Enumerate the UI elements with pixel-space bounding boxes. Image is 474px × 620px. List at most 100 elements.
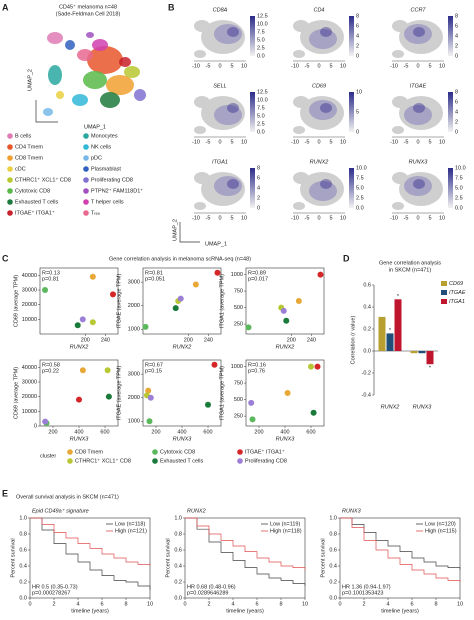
umap-blob xyxy=(293,50,305,58)
x-tick-label: -5 xyxy=(404,139,409,145)
y-tick-label: 1.0 xyxy=(19,515,27,521)
stat-label: R=0.16 xyxy=(248,362,266,368)
x-tick-label: 240 xyxy=(204,337,213,343)
x-tick-label: 600 xyxy=(203,429,212,435)
stat-label: p=0.22 xyxy=(42,368,59,374)
y-tick-label: 0.6 xyxy=(19,547,27,553)
x-tick-label: -10 xyxy=(192,215,200,221)
plot-title: RUNX2 xyxy=(187,508,206,514)
point xyxy=(205,401,211,408)
legend-swatch xyxy=(152,449,158,455)
y-axis-label: Percent survival xyxy=(10,538,16,577)
umap-blob xyxy=(194,50,206,58)
legend-swatch xyxy=(67,458,73,464)
legend-label: Low (n=119) xyxy=(270,521,300,527)
expression xyxy=(413,179,425,189)
colorbar-tick: 8 xyxy=(356,13,359,19)
panel-label: D xyxy=(343,253,350,263)
x-tick-label: 5 xyxy=(230,215,233,221)
stat-label: p=0.15 xyxy=(145,368,162,374)
umap-blob xyxy=(300,96,344,130)
umap-cluster xyxy=(100,92,120,108)
legend-label: High (n=118) xyxy=(270,528,302,534)
plot-frame xyxy=(39,267,119,335)
panel-label: E xyxy=(2,488,8,498)
panel-subtitle: (Sade-Feldman Cell 2018) xyxy=(56,11,121,17)
colorbar-tick: 6 xyxy=(257,175,260,181)
x-axis-label: RUNX3 xyxy=(173,436,193,442)
colorbar-tick: 2 xyxy=(455,119,458,125)
y-tick-label: 20000 xyxy=(22,394,37,400)
colorbar-tick: 2.5 xyxy=(455,195,463,201)
y-tick-label: 0.2 xyxy=(19,579,27,585)
expression xyxy=(214,24,242,44)
point xyxy=(310,409,317,416)
x-tick-label: 600 xyxy=(306,429,315,435)
y-axis-label: Percent survival xyxy=(320,538,326,577)
umap-blob xyxy=(399,172,443,206)
umap-blob xyxy=(201,172,245,206)
legend-label: Low (n=120) xyxy=(425,521,456,527)
x-tick-label: -5 xyxy=(305,215,310,221)
significance: * xyxy=(389,328,392,334)
legend-swatch xyxy=(83,188,89,194)
colorbar xyxy=(349,92,354,132)
gene-title: ITGAE xyxy=(410,83,427,89)
colorbar xyxy=(250,92,255,132)
umap-axes xyxy=(35,100,58,123)
colorbar-tick: 10.0 xyxy=(257,21,268,27)
bar xyxy=(386,333,394,351)
colorbar-tick: 0 xyxy=(356,53,359,59)
survival-curve xyxy=(30,517,151,590)
x-axis-label: timeline (years) xyxy=(226,608,264,614)
expression xyxy=(227,27,239,37)
colorbar-tick: 4 xyxy=(455,33,458,39)
x-tick-label: 10 xyxy=(439,215,445,221)
y-tick-label: 1000 xyxy=(128,327,140,333)
colorbar-tick: 0.0 xyxy=(455,205,463,211)
x-tick-label: 0 xyxy=(317,139,320,145)
y-tick-label: 0.8 xyxy=(19,531,27,537)
expression xyxy=(404,24,432,44)
umap-blob xyxy=(392,96,408,108)
point xyxy=(248,399,255,406)
bar xyxy=(394,299,402,351)
x-tick-label: 5 xyxy=(428,63,431,69)
legend-label: CD69 xyxy=(449,281,463,287)
colorbar-tick: 6 xyxy=(455,23,458,29)
x-tick-label: 0 xyxy=(416,63,419,69)
colorbar-tick: 12.5 xyxy=(257,13,268,19)
colorbar-tick: 5.0 xyxy=(356,185,364,191)
y-tick-label: 40000 xyxy=(22,273,37,279)
colorbar-tick: 8 xyxy=(455,89,458,95)
x-tick-label: -10 xyxy=(291,63,299,69)
colorbar xyxy=(349,16,354,56)
colorbar-tick: 4 xyxy=(455,109,458,115)
x-tick-label: -10 xyxy=(390,63,398,69)
y-tick-label: 750 xyxy=(234,289,243,295)
legend-swatch xyxy=(83,144,89,150)
colorbar-tick: 7.5 xyxy=(356,175,364,181)
y-axis-label: Percent survival xyxy=(165,538,171,577)
hazard-ratio: HR 1.36 (0.94-1.97) xyxy=(342,584,391,590)
y-axis-label: ITGAE (average TPM) xyxy=(116,366,122,421)
y-tick-label: 0.4 xyxy=(174,563,182,569)
legend-swatch xyxy=(237,458,243,464)
umap-cluster xyxy=(92,39,108,51)
legend-label: NK cells xyxy=(91,144,111,150)
y-axis-label: Correlation (r value) xyxy=(350,316,356,365)
x-tick-label: -5 xyxy=(206,139,211,145)
x-tick-label: 400 xyxy=(177,429,186,435)
point xyxy=(317,271,324,278)
legend-swatch xyxy=(7,199,13,205)
umap-cluster xyxy=(56,91,64,99)
umap-blob xyxy=(392,202,404,210)
legend-swatch xyxy=(441,299,447,304)
legend-swatch xyxy=(7,177,13,183)
colorbar-tick: 5.0 xyxy=(455,185,463,191)
colorbar-tick: 8 xyxy=(257,165,260,171)
y-tick-label: 0.0 xyxy=(19,595,27,601)
y-tick-label: 0.0 xyxy=(329,595,337,601)
legend-label: ITGAE⁺ ITGA1⁺ xyxy=(245,448,285,455)
x-tick-label: 4 xyxy=(231,601,234,607)
